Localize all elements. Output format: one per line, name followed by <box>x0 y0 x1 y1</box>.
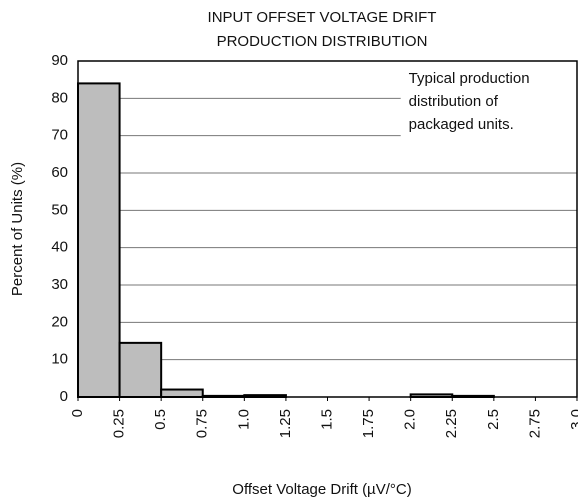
x-tick-label: 2.5 <box>485 409 502 430</box>
y-tick-label: 80 <box>51 89 68 106</box>
bar <box>118 341 163 399</box>
x-tick-label: 0.75 <box>194 409 211 438</box>
annotation: distribution of <box>409 93 499 110</box>
bar <box>77 82 121 399</box>
y-tick-label: 10 <box>51 351 68 368</box>
y-axis-label: Percent of Units (%) <box>9 162 26 296</box>
bar <box>160 388 204 398</box>
y-tick-label: 20 <box>51 313 68 330</box>
x-tick-label: 1.0 <box>235 409 252 430</box>
x-tick-label: 0.25 <box>111 409 128 438</box>
annotation-box <box>400 61 577 145</box>
y-tick-label: 50 <box>51 201 68 218</box>
chart-title: PRODUCTION DISTRIBUTION <box>217 33 428 50</box>
x-axis-label: Offset Voltage Drift (µV/°C) <box>232 481 411 498</box>
y-tick-label: 30 <box>51 276 68 293</box>
chart-title: INPUT OFFSET VOLTAGE DRIFT <box>208 9 437 26</box>
x-tick-label: 2.0 <box>402 409 419 430</box>
annotation: Typical production <box>409 70 530 87</box>
x-tick-label: 0.5 <box>152 409 169 430</box>
x-tick-label: 1.5 <box>318 409 335 430</box>
x-tick-label: 3.0 <box>568 409 578 430</box>
y-tick-label: 60 <box>51 164 68 181</box>
y-tick-label: 90 <box>51 52 68 69</box>
plot-frame <box>77 60 578 398</box>
x-tick-label: 1.25 <box>277 409 294 438</box>
y-tick-label: 70 <box>51 127 68 144</box>
x-tick-label: 1.75 <box>360 409 377 438</box>
y-tick-label: 40 <box>51 239 68 256</box>
x-tick-label: 0 <box>69 409 86 417</box>
y-tick-label: 0 <box>60 388 68 405</box>
annotation: packaged units. <box>409 116 514 133</box>
x-tick-label: 2.25 <box>443 409 460 438</box>
x-tick-label: 2.75 <box>526 409 543 438</box>
